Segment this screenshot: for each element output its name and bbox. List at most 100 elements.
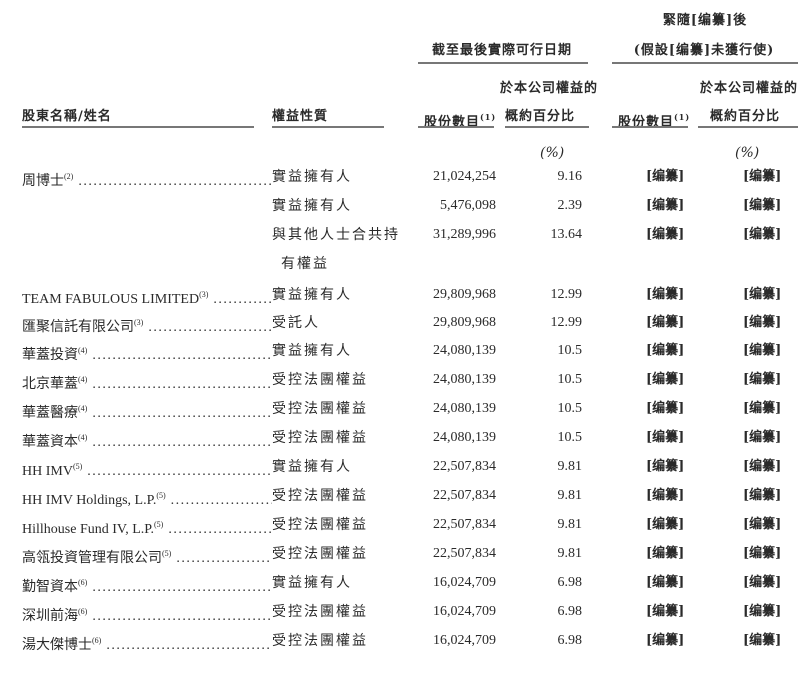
pct-after-redacted: [编纂] <box>743 488 782 503</box>
shares-count: 29,809,968 <box>433 287 496 302</box>
pct-after-redacted: [编纂] <box>743 430 782 445</box>
shares-after-redacted: [编纂] <box>646 633 685 648</box>
pct-after-redacted: [编纂] <box>743 459 782 474</box>
shares-count: 16,024,709 <box>433 633 496 648</box>
pct-interest: 9.81 <box>557 488 583 503</box>
shareholder-name: HH IMV(5) ..............................… <box>22 462 272 479</box>
shares-after-redacted: [编纂] <box>646 343 685 358</box>
shareholder-name: 勤智資本(6) ................................… <box>22 578 272 595</box>
shares-count: 16,024,709 <box>433 575 496 590</box>
shares-after-column-header: 股份數目(1) <box>618 112 691 130</box>
shares-after-redacted: [编纂] <box>646 198 685 213</box>
pct-interest: 6.98 <box>557 575 583 590</box>
pct-after-redacted: [编纂] <box>743 227 782 242</box>
pct-interest: 9.81 <box>557 517 583 532</box>
shares-after-redacted: [编纂] <box>646 488 685 503</box>
shares-count: 24,080,139 <box>433 430 496 445</box>
pct-header-line1: 於本公司權益的 <box>500 81 599 96</box>
interest-nature: 與其他人士合共持 <box>272 226 400 244</box>
pct-interest: 12.99 <box>550 315 583 330</box>
pct-interest: 9.81 <box>557 459 583 474</box>
interest-nature: 實益擁有人 <box>272 286 352 304</box>
shareholder-name: 湯大傑博士(6) ...............................… <box>22 636 272 653</box>
interest-nature: 實益擁有人 <box>272 342 352 360</box>
shares-count: 24,080,139 <box>433 372 496 387</box>
interest-nature: 受控法團權益 <box>272 632 368 650</box>
shares-after-redacted: [编纂] <box>646 430 685 445</box>
pct-after-redacted: [编纂] <box>743 604 782 619</box>
shares-count: 22,507,834 <box>433 488 496 503</box>
shareholder-name: HH IMV Holdings, L.P.(5) ...............… <box>22 491 272 508</box>
shareholder-name: 華蓋投資(4) ................................… <box>22 346 272 363</box>
pct-after-redacted: [编纂] <box>743 546 782 561</box>
pct-after-redacted: [编纂] <box>743 287 782 302</box>
interest-nature: 受控法團權益 <box>272 400 368 418</box>
pct-after-redacted: [编纂] <box>743 372 782 387</box>
shareholder-name: Hillhouse Fund IV, L.P.(5) .............… <box>22 520 272 537</box>
shareholder-name: 高瓴投資管理有限公司(5) ..........................… <box>22 549 272 566</box>
shareholder-name: 深圳前海(6) ................................… <box>22 607 272 624</box>
shares-count: 21,024,254 <box>433 169 496 184</box>
interest-nature: 受控法團權益 <box>272 371 368 389</box>
pct-after-header-line1: 於本公司權益的 <box>700 81 799 96</box>
pct-interest: 9.81 <box>557 546 583 561</box>
shares-count: 24,080,139 <box>433 343 496 358</box>
shareholder-name: TEAM FABULOUS LIMITED(3) ...............… <box>22 290 272 307</box>
shares-after-redacted: [编纂] <box>646 546 685 561</box>
pct-after-redacted: [编纂] <box>743 575 782 590</box>
shares-count: 22,507,834 <box>433 459 496 474</box>
pct-after-redacted: [编纂] <box>743 198 782 213</box>
shares-count: 22,507,834 <box>433 546 496 561</box>
shares-count: 16,024,709 <box>433 604 496 619</box>
shares-after-redacted: [编纂] <box>646 372 685 387</box>
interest-nature: 受控法團權益 <box>272 545 368 563</box>
shares-after-redacted: [编纂] <box>646 517 685 532</box>
divider <box>418 62 588 64</box>
nature-column-header: 權益性質 <box>272 109 329 124</box>
pct-after-redacted: [编纂] <box>743 315 782 330</box>
name-column-header: 股東名稱/姓名 <box>22 109 112 124</box>
shares-count: 31,289,996 <box>433 227 496 242</box>
shares-after-redacted: [编纂] <box>646 575 685 590</box>
shares-after-redacted: [编纂] <box>646 401 685 416</box>
pct-after-column-header: 概約百分比 <box>710 109 781 124</box>
pct-after-redacted: [编纂] <box>743 633 782 648</box>
shares-count: 22,507,834 <box>433 517 496 532</box>
pct-interest: 6.98 <box>557 604 583 619</box>
shares-after-redacted: [编纂] <box>646 459 685 474</box>
pct-interest: 13.64 <box>550 227 583 242</box>
pct-interest: 10.5 <box>557 343 583 358</box>
pct-unit: (%) <box>540 145 565 161</box>
pct-after-redacted: [编纂] <box>743 343 782 358</box>
shares-after-redacted: [编纂] <box>646 604 685 619</box>
interest-nature: 受控法團權益 <box>272 603 368 621</box>
shareholder-name: 華蓋資本(4) ................................… <box>22 433 272 450</box>
after-group-header: (假設[编纂]未獲行使) <box>633 43 775 58</box>
pct-column-header: 概約百分比 <box>505 109 576 124</box>
pct-after-redacted: [编纂] <box>743 401 782 416</box>
shares-after-redacted: [编纂] <box>646 227 685 242</box>
shareholder-name: 周博士(2) .................................… <box>22 172 272 189</box>
interest-nature: 受控法團權益 <box>272 516 368 534</box>
interest-nature: 受託人 <box>272 314 320 332</box>
shareholder-name: 華蓋醫療(4) ................................… <box>22 404 272 421</box>
pct-interest: 2.39 <box>557 198 583 213</box>
after-title: 緊隨[编纂]後 <box>662 13 748 28</box>
pct-after-redacted: [编纂] <box>743 517 782 532</box>
shareholder-name: 匯聚信託有限公司(3) ............................… <box>22 318 272 335</box>
divider <box>612 62 798 64</box>
shares-count: 5,476,098 <box>440 198 496 213</box>
current-group-header: 截至最後實際可行日期 <box>431 43 572 58</box>
shares-after-redacted: [编纂] <box>646 287 685 302</box>
pct-interest: 10.5 <box>557 401 583 416</box>
interest-nature: 實益擁有人 <box>272 458 352 476</box>
shares-after-redacted: [编纂] <box>646 315 685 330</box>
divider <box>505 126 589 128</box>
pct-interest: 12.99 <box>550 287 583 302</box>
interest-nature: 實益擁有人 <box>272 197 352 215</box>
interest-nature: 受控法團權益 <box>272 487 368 505</box>
divider <box>418 126 494 128</box>
shareholder-name: 北京華蓋(4) ................................… <box>22 375 272 392</box>
pct-interest: 6.98 <box>557 633 583 648</box>
